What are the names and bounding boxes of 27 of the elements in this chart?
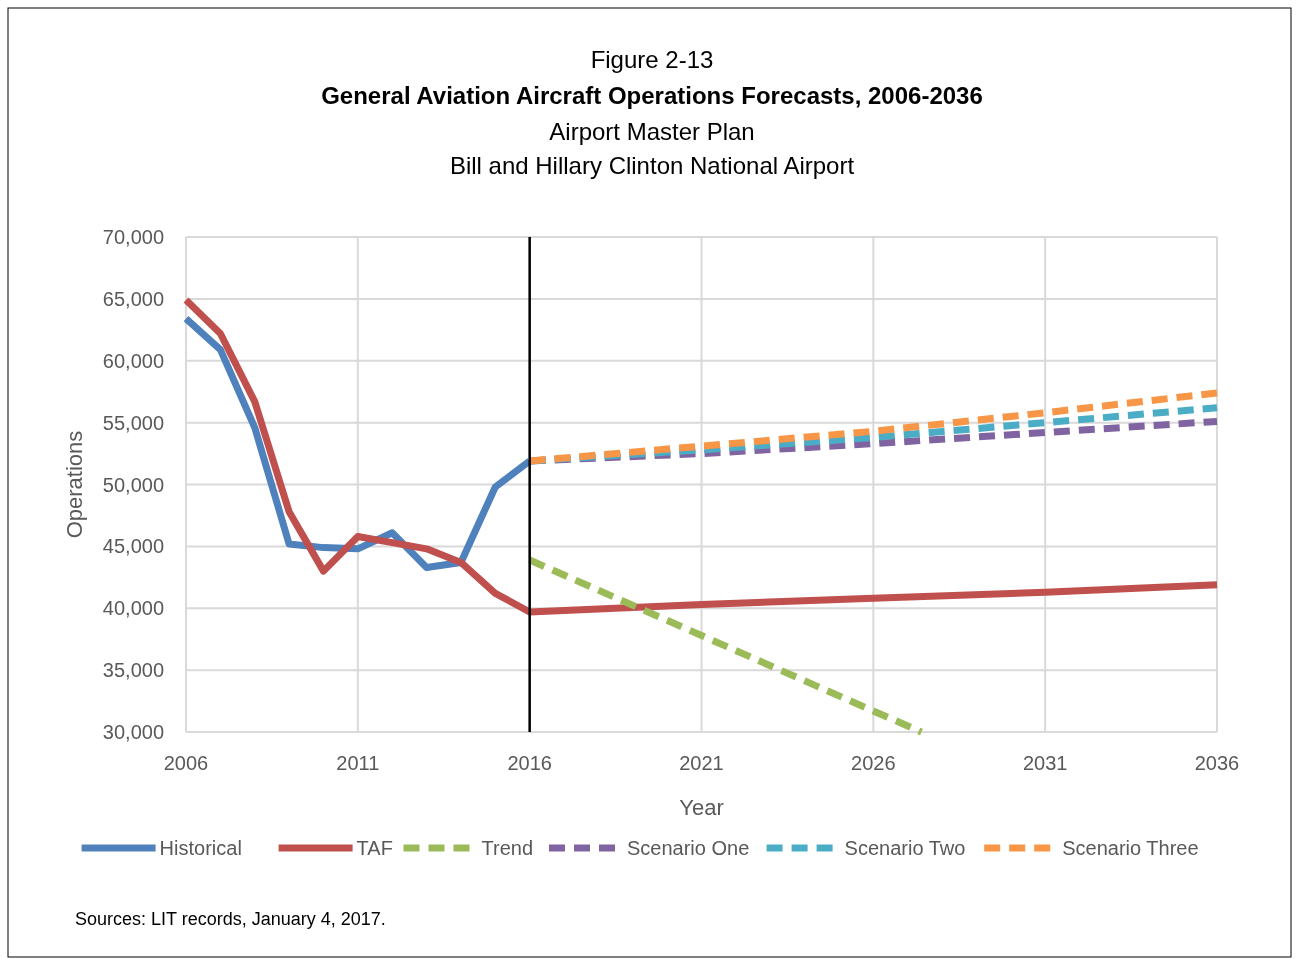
legend-label: TAF bbox=[356, 837, 393, 859]
legend-label: Scenario One bbox=[627, 837, 750, 859]
chart-subtitle: Airport Master Plan Bill and Hillary Clinton National Airport bbox=[449, 118, 855, 179]
x-tick-label: 2031 bbox=[1022, 752, 1068, 774]
y-tick-label: 70,000 bbox=[102, 226, 164, 248]
x-tick-label: 2006 bbox=[163, 752, 209, 774]
y-tick-label: 60,000 bbox=[102, 349, 164, 372]
y-tick-label: 40,000 bbox=[102, 597, 164, 620]
legend-label: Scenario Two bbox=[844, 837, 966, 859]
legend-label: Scenario Three bbox=[1062, 837, 1199, 859]
x-tick-label: 2011 bbox=[336, 752, 380, 774]
legend-label: Trend bbox=[481, 837, 534, 859]
x-axis-title: Year bbox=[679, 795, 724, 820]
x-tick-label: 2021 bbox=[679, 752, 724, 774]
x-tick-label: 2016 bbox=[507, 752, 552, 774]
y-tick-label: 50,000 bbox=[102, 473, 164, 496]
x-tick-label: 2036 bbox=[1194, 752, 1240, 774]
x-tick-label: 2026 bbox=[851, 752, 896, 774]
y-tick-label: 55,000 bbox=[102, 411, 164, 434]
chart-title: Figure 2-13 General Aviation Aircraft Operations Forecasts, 2006-2036 bbox=[321, 46, 983, 109]
y-tick-label: 45,000 bbox=[102, 535, 164, 558]
y-tick-label: 35,000 bbox=[102, 659, 164, 682]
y-tick-label: 30,000 bbox=[102, 721, 164, 743]
y-axis-title: Operations bbox=[62, 430, 87, 539]
source-note: Sources: LIT records, January 4, 2017. bbox=[75, 909, 386, 929]
legend-label: Historical bbox=[159, 837, 242, 859]
y-tick-label: 65,000 bbox=[102, 287, 164, 310]
